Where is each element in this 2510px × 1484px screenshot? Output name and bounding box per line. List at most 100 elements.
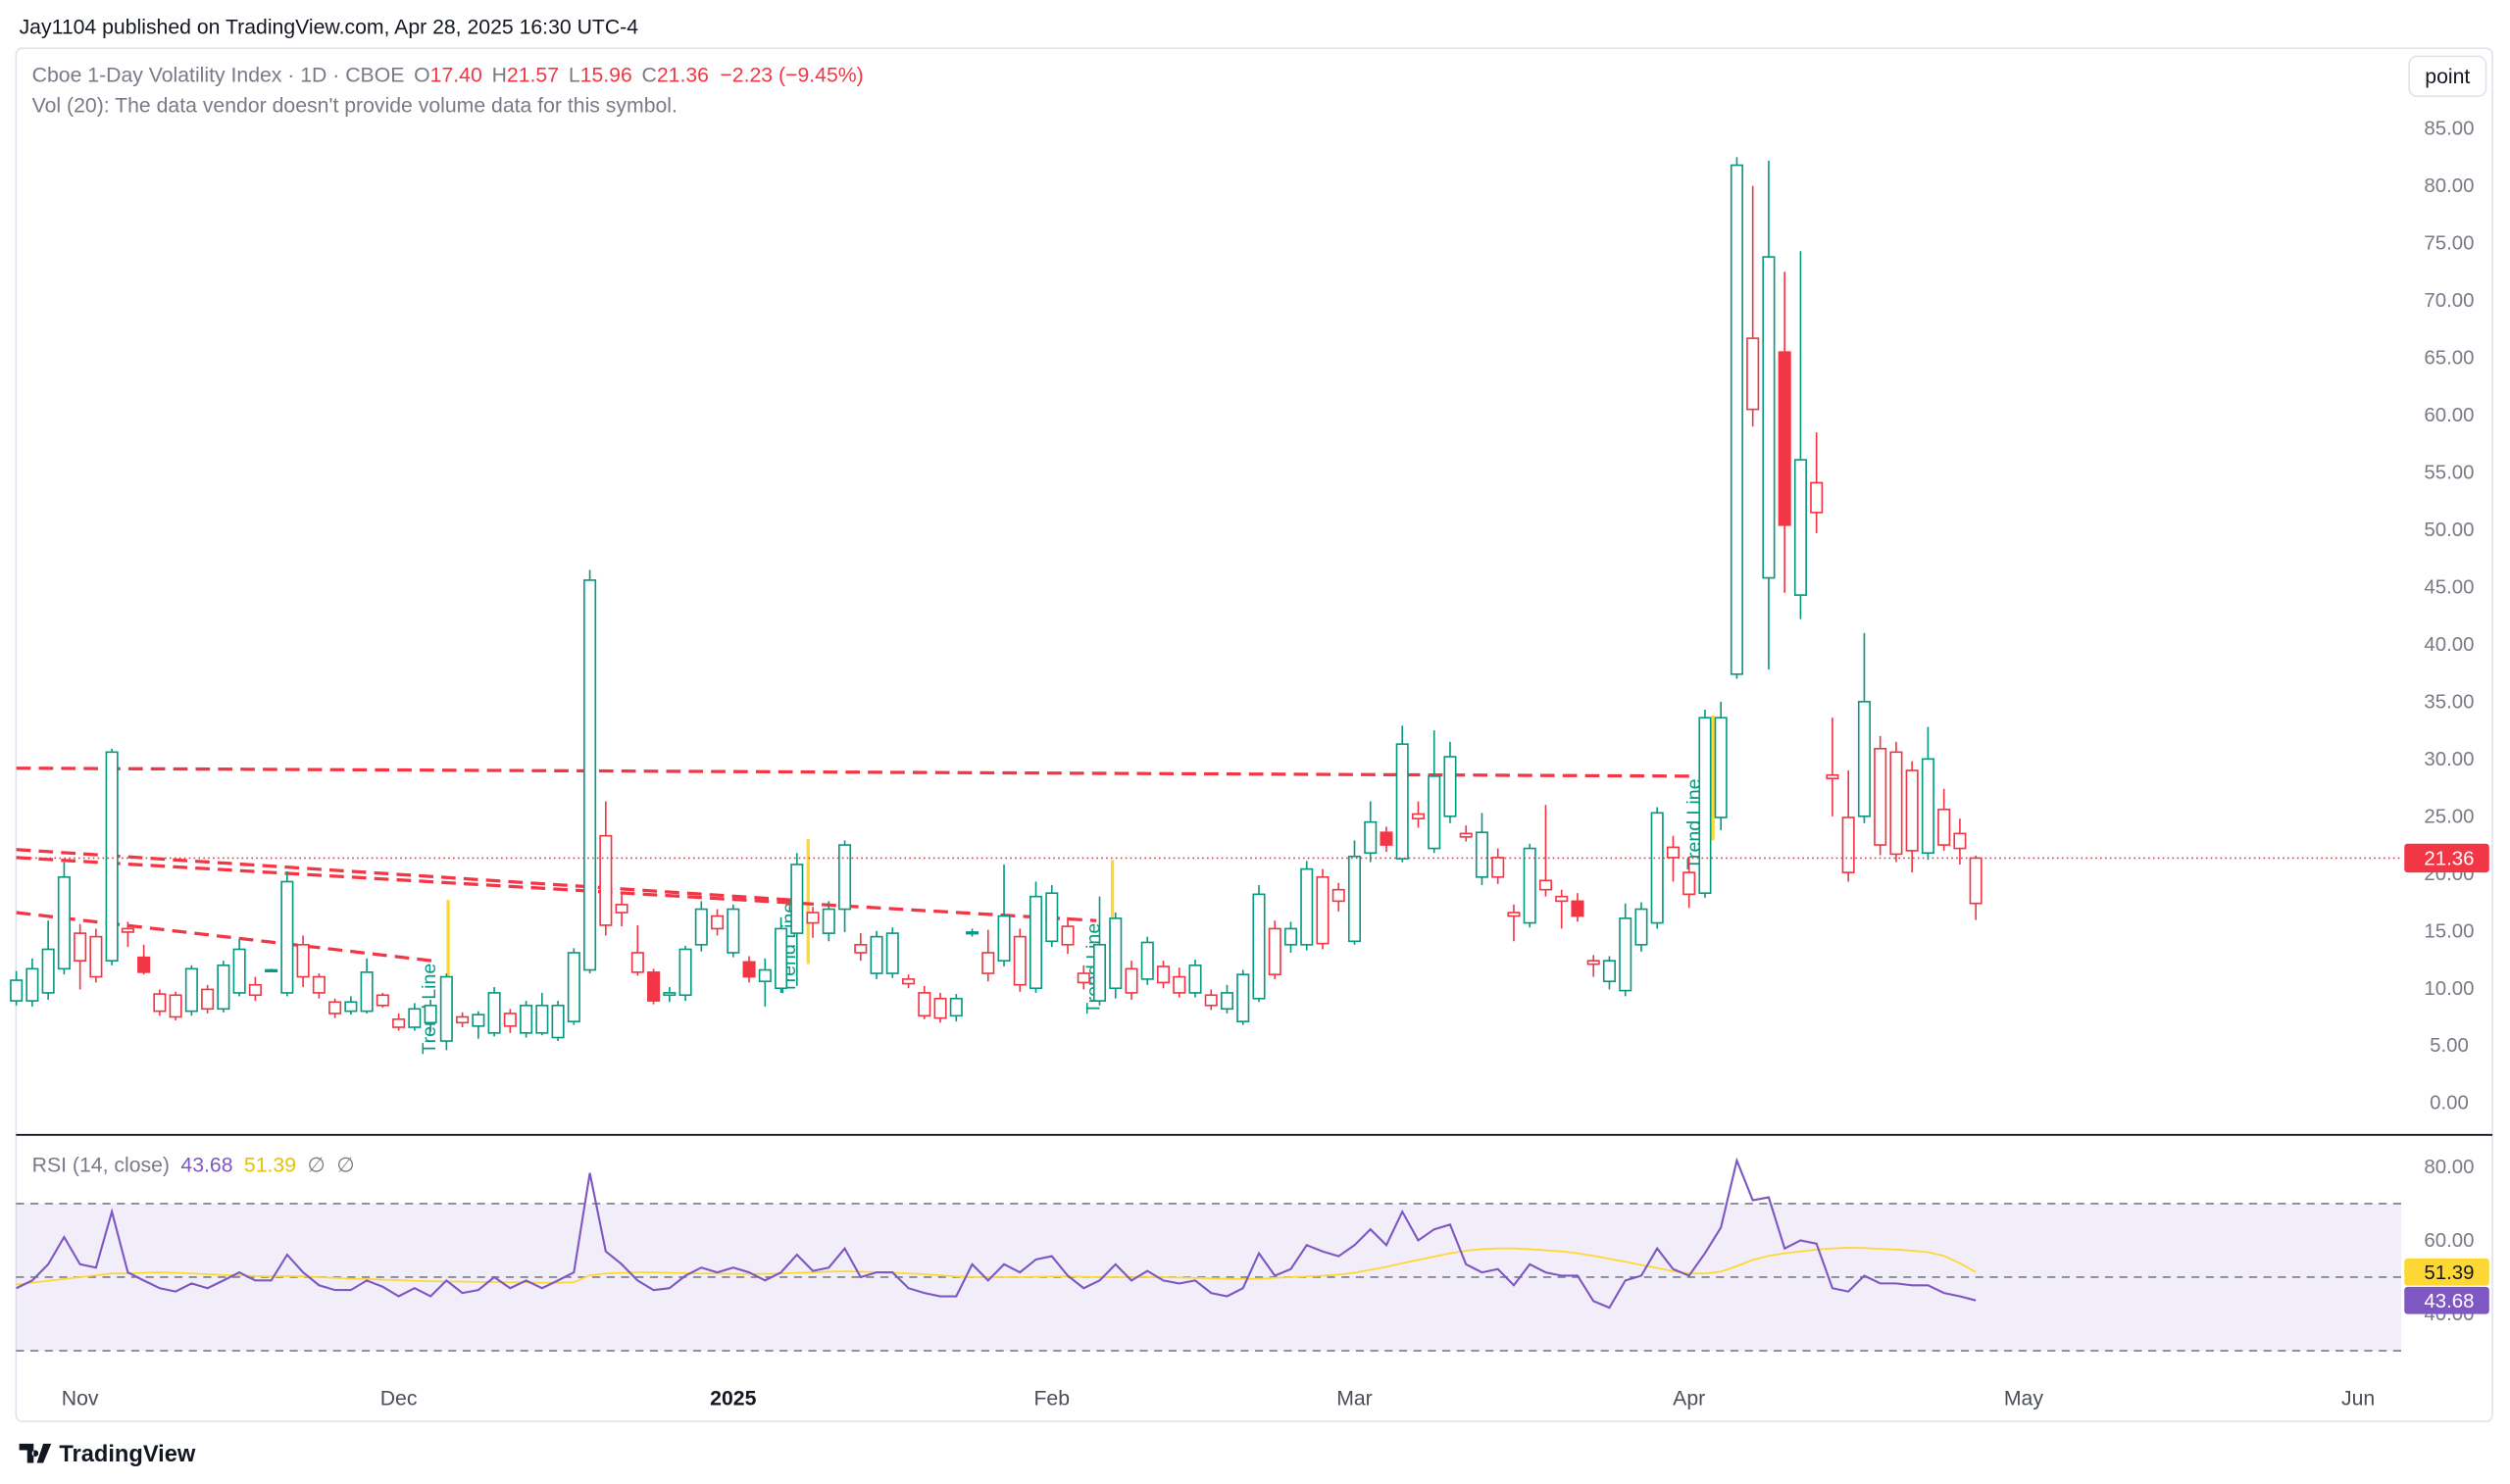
trend-line xyxy=(16,767,1697,778)
x-tick-label: Nov xyxy=(62,1388,99,1410)
point-button-box[interactable] xyxy=(2408,55,2487,98)
candle-body xyxy=(153,993,167,1013)
point-button-label[interactable]: point xyxy=(2425,66,2470,88)
point-button[interactable]: point xyxy=(2408,55,2487,98)
candle xyxy=(838,840,852,932)
candle xyxy=(1937,788,1951,851)
candle-body xyxy=(997,915,1011,962)
candle xyxy=(997,864,1011,967)
candle xyxy=(520,1001,533,1038)
candle xyxy=(1602,956,1616,990)
candle xyxy=(1364,801,1378,863)
candle-body xyxy=(885,932,899,974)
candle xyxy=(201,984,215,1014)
y-tick-label: 80.00 xyxy=(2424,175,2474,197)
candle-body xyxy=(1109,917,1123,990)
candle-body xyxy=(10,979,24,1002)
y-tick-label: 5.00 xyxy=(2430,1035,2469,1057)
candle-body xyxy=(456,1015,470,1024)
candle xyxy=(169,991,182,1020)
candle-body xyxy=(1331,888,1345,903)
candle-body xyxy=(1236,973,1250,1022)
rsi-title: RSI (14, close) xyxy=(32,1154,170,1176)
candle-body xyxy=(981,952,995,974)
candle xyxy=(551,1001,565,1042)
rsi-band xyxy=(16,1203,2401,1352)
candle xyxy=(1491,848,1505,884)
candle xyxy=(678,945,692,1002)
candle-body xyxy=(1220,992,1234,1011)
candle-body xyxy=(1746,337,1760,411)
candle-body xyxy=(1762,256,1776,579)
candle xyxy=(822,901,835,942)
candle-body xyxy=(822,908,835,934)
candle-body xyxy=(1682,871,1696,896)
candle xyxy=(1283,921,1298,953)
value-badge-label: 51.39 xyxy=(2424,1262,2474,1284)
candle xyxy=(949,994,963,1022)
candle-body xyxy=(838,844,852,911)
candle-body xyxy=(615,904,628,914)
candle-body xyxy=(599,834,613,926)
candle xyxy=(1746,185,1760,427)
candle-body xyxy=(567,952,580,1022)
candle xyxy=(217,961,230,1013)
candle xyxy=(1443,741,1457,823)
y-tick-label: 60.00 xyxy=(2424,405,2474,426)
candle xyxy=(105,748,119,965)
ohlc-key: C xyxy=(642,65,657,87)
candle-body xyxy=(121,927,134,933)
candle-body xyxy=(663,992,677,997)
candle-body xyxy=(742,961,756,978)
candle-body xyxy=(408,1008,422,1028)
candle-body xyxy=(1411,813,1426,819)
candle-body xyxy=(775,927,788,990)
candle-body xyxy=(1347,855,1362,943)
candle-body xyxy=(1874,747,1887,846)
candle xyxy=(1029,881,1043,993)
y-tick-label: 25.00 xyxy=(2424,806,2474,827)
candle xyxy=(1634,902,1648,952)
candle xyxy=(312,973,326,999)
candle xyxy=(1013,928,1027,992)
candle xyxy=(1380,826,1393,853)
candle xyxy=(615,894,628,927)
candle-body xyxy=(424,1004,437,1024)
candle xyxy=(1061,916,1075,955)
candle xyxy=(296,935,310,988)
candle xyxy=(966,928,979,937)
y-tick-label: 70.00 xyxy=(2424,290,2474,312)
y-tick-label: 50.00 xyxy=(2424,519,2474,541)
candle xyxy=(1204,989,1218,1011)
candle xyxy=(1889,741,1903,863)
candle xyxy=(870,930,883,979)
candle xyxy=(742,956,756,983)
candle xyxy=(630,924,644,976)
candle xyxy=(1953,818,1967,865)
value-badge-label: 43.68 xyxy=(2424,1291,2474,1312)
candle-body xyxy=(1204,994,1218,1007)
candle-body xyxy=(1793,459,1807,596)
candle xyxy=(1905,761,1919,873)
candle-body xyxy=(1443,756,1457,817)
candle xyxy=(1857,632,1871,823)
candle-body xyxy=(1810,481,1824,514)
candle-body xyxy=(1077,972,1090,984)
candle xyxy=(265,968,278,972)
candle xyxy=(775,916,788,993)
candle-body xyxy=(1316,875,1330,945)
candle xyxy=(1109,913,1123,999)
candle-body xyxy=(1013,935,1027,986)
candle xyxy=(280,870,294,997)
y-tick-label: 15.00 xyxy=(2424,920,2474,942)
candle xyxy=(1619,903,1632,997)
y-tick-label: 55.00 xyxy=(2424,462,2474,483)
candle xyxy=(1156,961,1171,989)
candle-body xyxy=(1602,960,1616,983)
candle-body xyxy=(1730,164,1743,675)
candle xyxy=(344,996,358,1015)
candle-body xyxy=(1140,941,1154,980)
candle xyxy=(1125,961,1138,1000)
candle xyxy=(583,569,597,974)
candle-body xyxy=(1523,847,1536,924)
